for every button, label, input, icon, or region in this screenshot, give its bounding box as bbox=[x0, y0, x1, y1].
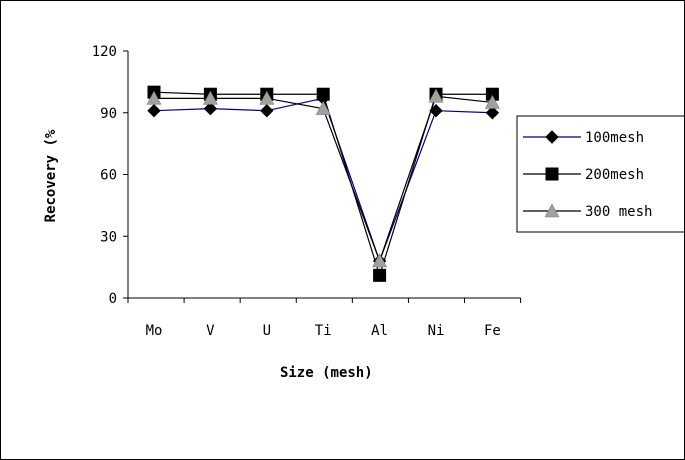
x-tick-label: Fe bbox=[484, 323, 501, 339]
diamond-marker bbox=[545, 130, 559, 144]
y-tick-label: 90 bbox=[100, 106, 117, 122]
series-line bbox=[153, 97, 493, 263]
square-marker bbox=[316, 87, 330, 101]
x-tick-label: U bbox=[263, 323, 271, 339]
square-marker bbox=[373, 268, 387, 282]
series-line bbox=[153, 91, 493, 278]
x-tick-label: Mo bbox=[146, 323, 163, 339]
series-100mesh bbox=[147, 91, 500, 268]
x-axis: Mo V U Ti Al Ni Fe bbox=[127, 297, 522, 339]
y-tick-label: 30 bbox=[100, 229, 117, 245]
legend-label: 100mesh bbox=[585, 130, 644, 146]
diamond-marker bbox=[485, 106, 500, 120]
triangle-marker bbox=[544, 203, 560, 218]
legend-label: 200mesh bbox=[585, 167, 644, 183]
y-axis-title: Recovery (% bbox=[43, 129, 59, 222]
y-tick-label: 0 bbox=[109, 291, 117, 307]
series-200mesh bbox=[147, 85, 499, 282]
x-tick-label: Al bbox=[371, 323, 388, 339]
diamond-marker bbox=[203, 101, 218, 116]
triangle-marker bbox=[202, 90, 218, 105]
triangle-marker bbox=[428, 88, 444, 103]
diamond-marker bbox=[260, 103, 274, 118]
legend-item: 100mesh bbox=[523, 130, 644, 146]
square-marker bbox=[545, 167, 559, 181]
legend-item: 200mesh bbox=[523, 167, 644, 183]
x-tick-label: Ti bbox=[315, 323, 332, 339]
y-tick-label: 120 bbox=[92, 44, 117, 60]
legend-item: 300 mesh bbox=[523, 203, 652, 220]
y-axis: 0 30 60 90 120 bbox=[92, 44, 129, 307]
diamond-marker bbox=[147, 103, 161, 118]
x-tick-label: V bbox=[206, 323, 215, 339]
triangle-marker bbox=[372, 253, 388, 268]
legend: 100mesh 200mesh 300 mesh bbox=[516, 115, 684, 233]
triangle-marker bbox=[315, 101, 331, 115]
series-line bbox=[154, 95, 493, 263]
x-tick-label: Ni bbox=[428, 323, 445, 339]
x-axis-title: Size (mesh) bbox=[280, 365, 373, 381]
series-layer bbox=[146, 85, 500, 282]
legend-label: 300 mesh bbox=[585, 204, 652, 220]
series-300-mesh bbox=[146, 88, 500, 268]
triangle-marker bbox=[146, 90, 162, 105]
y-tick-label: 60 bbox=[100, 168, 117, 184]
triangle-marker bbox=[484, 94, 500, 109]
triangle-marker bbox=[259, 90, 275, 105]
